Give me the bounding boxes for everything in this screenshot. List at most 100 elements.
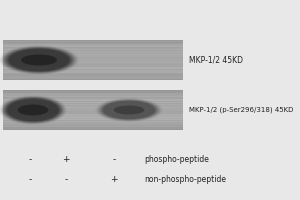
Bar: [3, 90, 183, 91]
Text: +: +: [62, 156, 70, 164]
Bar: [3, 113, 183, 114]
Bar: [3, 116, 183, 117]
Ellipse shape: [9, 49, 69, 71]
Bar: [3, 74, 183, 75]
Text: non-phospho-peptide: non-phospho-peptide: [144, 176, 226, 184]
Bar: [3, 40, 183, 41]
Bar: [3, 73, 183, 74]
Bar: [3, 41, 183, 42]
Ellipse shape: [1, 96, 65, 124]
Bar: [3, 122, 183, 123]
Text: -: -: [28, 156, 32, 164]
Bar: [3, 40, 183, 41]
Bar: [3, 79, 183, 80]
Bar: [3, 74, 183, 75]
Bar: [3, 95, 183, 96]
Bar: [3, 46, 183, 47]
Bar: [3, 123, 183, 124]
Bar: [3, 76, 183, 77]
Bar: [3, 71, 183, 72]
Bar: [3, 127, 183, 128]
Bar: [3, 73, 183, 74]
Bar: [3, 127, 183, 128]
Ellipse shape: [2, 46, 76, 74]
Bar: [3, 60, 183, 61]
Bar: [3, 77, 183, 78]
Bar: [3, 97, 183, 98]
Bar: [3, 64, 183, 65]
Bar: [3, 91, 183, 92]
Bar: [3, 72, 183, 73]
Ellipse shape: [3, 47, 75, 73]
Ellipse shape: [103, 101, 154, 119]
Ellipse shape: [4, 97, 62, 123]
Ellipse shape: [1, 46, 77, 74]
Bar: [3, 107, 183, 108]
Text: -: -: [64, 176, 68, 184]
Ellipse shape: [97, 99, 161, 121]
Bar: [3, 55, 183, 56]
Bar: [3, 122, 183, 123]
Ellipse shape: [114, 106, 144, 114]
Bar: [3, 103, 183, 104]
Bar: [3, 77, 183, 78]
Ellipse shape: [7, 48, 71, 72]
Bar: [3, 78, 183, 79]
Bar: [3, 112, 183, 113]
Bar: [3, 51, 183, 52]
Ellipse shape: [102, 100, 156, 120]
Bar: [3, 45, 183, 46]
Bar: [3, 124, 183, 125]
Bar: [3, 125, 183, 126]
Text: -: -: [28, 176, 32, 184]
Bar: [3, 46, 183, 47]
Bar: [3, 44, 183, 45]
Bar: [3, 50, 183, 51]
Bar: [3, 92, 183, 93]
Bar: [3, 94, 183, 95]
Ellipse shape: [7, 99, 59, 121]
Bar: [3, 115, 183, 116]
Text: MKP-1/2 (p-Ser296/318) 45KD: MKP-1/2 (p-Ser296/318) 45KD: [189, 107, 293, 113]
Bar: [3, 91, 183, 92]
Bar: [3, 120, 183, 121]
Bar: [3, 69, 183, 70]
Bar: [3, 93, 183, 94]
Bar: [3, 47, 183, 48]
Bar: [3, 70, 183, 71]
Bar: [3, 42, 183, 43]
Ellipse shape: [100, 100, 158, 120]
Bar: [3, 43, 183, 44]
Ellipse shape: [99, 99, 159, 121]
Bar: [3, 65, 183, 66]
Ellipse shape: [21, 54, 57, 66]
Ellipse shape: [8, 49, 70, 71]
Bar: [3, 119, 183, 120]
Bar: [3, 61, 183, 62]
Ellipse shape: [18, 104, 48, 116]
Bar: [3, 67, 183, 68]
Text: MKP-1/2 45KD: MKP-1/2 45KD: [189, 55, 243, 64]
Bar: [3, 129, 183, 130]
Ellipse shape: [2, 97, 64, 123]
Bar: [3, 125, 183, 126]
Bar: [3, 59, 183, 60]
Bar: [3, 78, 183, 79]
Bar: [3, 98, 183, 99]
Bar: [3, 92, 183, 93]
Text: +: +: [110, 176, 118, 184]
Ellipse shape: [98, 99, 160, 121]
Ellipse shape: [8, 99, 59, 121]
Bar: [3, 90, 183, 91]
Bar: [3, 114, 183, 115]
Ellipse shape: [4, 98, 62, 122]
Bar: [3, 110, 183, 111]
Bar: [3, 49, 183, 50]
Bar: [3, 43, 183, 44]
Bar: [3, 76, 183, 77]
Bar: [3, 52, 183, 53]
Bar: [3, 75, 183, 76]
Bar: [3, 128, 183, 129]
Ellipse shape: [101, 100, 157, 120]
Bar: [3, 126, 183, 127]
